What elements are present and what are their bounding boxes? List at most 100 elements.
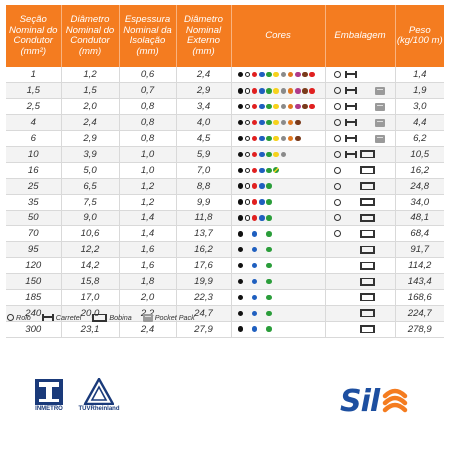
cell-diametro-condutor: 2,4 bbox=[61, 114, 120, 132]
cell-secao: 95 bbox=[6, 241, 62, 259]
cell-diametro-condutor: 5,0 bbox=[61, 162, 120, 179]
header-embalagem: Embalagem bbox=[325, 5, 396, 67]
cell-embalagem bbox=[325, 130, 396, 147]
cell-diametro-condutor: 7,5 bbox=[61, 194, 120, 211]
color-dot bbox=[259, 135, 265, 142]
cell-peso: 278,9 bbox=[395, 321, 444, 338]
color-dot bbox=[237, 310, 243, 317]
color-dot bbox=[266, 294, 272, 301]
color-dot-white bbox=[244, 135, 251, 142]
cell-diametro-condutor: 2,0 bbox=[61, 98, 120, 116]
pocket-pack-icon bbox=[374, 118, 385, 127]
cell-embalagem bbox=[325, 257, 396, 275]
color-dot bbox=[273, 119, 279, 126]
bobina-icon bbox=[359, 213, 375, 222]
cell-peso: 114,2 bbox=[395, 257, 444, 275]
rolo-icon bbox=[333, 166, 341, 174]
cell-cores bbox=[231, 241, 326, 259]
carretel-icon bbox=[344, 134, 357, 142]
header-espessura: Espessura Nominal da Isolação (mm) bbox=[119, 5, 177, 67]
color-dot bbox=[237, 199, 243, 205]
cell-diametro-condutor: 20,0 bbox=[61, 305, 120, 322]
cell-cores bbox=[231, 289, 326, 306]
header-peso: Peso (kg/100 m) bbox=[395, 5, 444, 67]
cell-espessura: 0,6 bbox=[119, 67, 177, 84]
cell-diametro-externo: 8,8 bbox=[176, 178, 232, 195]
rolo-icon bbox=[333, 182, 341, 190]
cell-embalagem bbox=[325, 162, 396, 179]
cell-diametro-condutor: 2,9 bbox=[61, 130, 120, 147]
sil-brand-logo: Sil bbox=[340, 384, 411, 419]
color-dot bbox=[295, 71, 301, 78]
inmetro-logo: INMETRO bbox=[30, 379, 68, 412]
pocket-pack-icon bbox=[374, 134, 385, 143]
cell-diametro-externo: 5,9 bbox=[176, 146, 232, 163]
color-dot bbox=[266, 246, 272, 253]
color-dot bbox=[237, 167, 243, 173]
color-dot bbox=[251, 183, 258, 189]
color-dot bbox=[266, 135, 272, 142]
cell-secao: 185 bbox=[6, 289, 62, 306]
table-row: 95 12,2 1,6 16,2 91,7 bbox=[6, 241, 444, 259]
color-dot-white bbox=[244, 88, 251, 94]
color-dot bbox=[259, 119, 265, 126]
header-secao: Seção Nominal do Condutor (mm²) bbox=[6, 5, 62, 67]
color-dot bbox=[251, 88, 258, 94]
rolo-icon bbox=[333, 103, 341, 111]
cell-secao: 4 bbox=[6, 114, 62, 132]
color-dot bbox=[273, 135, 279, 142]
color-dot bbox=[266, 103, 272, 110]
cell-embalagem bbox=[325, 305, 396, 322]
rolo-icon bbox=[333, 150, 341, 158]
color-dot bbox=[266, 183, 272, 189]
color-dot bbox=[266, 215, 272, 221]
cell-espessura: 1,0 bbox=[119, 146, 177, 163]
cell-secao: 25 bbox=[6, 178, 62, 195]
cell-diametro-externo: 16,2 bbox=[176, 241, 232, 259]
color-dot bbox=[266, 88, 272, 94]
color-dot bbox=[266, 310, 272, 317]
color-dot bbox=[309, 88, 315, 94]
cell-diametro-externo: 27,9 bbox=[176, 321, 232, 338]
bobina-icon bbox=[359, 277, 375, 286]
table-row: 150 15,8 1,8 19,9 143,4 bbox=[6, 273, 444, 290]
cell-diametro-externo: 4,5 bbox=[176, 130, 232, 147]
color-dot bbox=[287, 88, 294, 94]
carretel-icon bbox=[344, 150, 357, 158]
cell-embalagem bbox=[325, 194, 396, 211]
bobina-icon bbox=[359, 182, 375, 191]
color-dot bbox=[251, 167, 258, 173]
color-dot bbox=[251, 103, 258, 110]
rolo-icon bbox=[333, 134, 341, 142]
color-dot bbox=[266, 71, 272, 78]
cell-cores bbox=[231, 67, 326, 84]
table-row: 70 10,6 1,4 13,7 68,4 bbox=[6, 225, 444, 243]
cell-espessura: 1,2 bbox=[119, 194, 177, 211]
color-dot bbox=[259, 151, 265, 158]
cell-cores bbox=[231, 98, 326, 116]
color-dot bbox=[237, 246, 243, 253]
cell-embalagem bbox=[325, 241, 396, 259]
cell-secao: 35 bbox=[6, 194, 62, 211]
cell-peso: 4,4 bbox=[395, 114, 444, 132]
table-header-row: Seção Nominal do Condutor (mm²) Diâmetro… bbox=[6, 5, 444, 67]
bobina-icon bbox=[359, 166, 375, 175]
color-dot bbox=[266, 326, 272, 332]
carretel-icon bbox=[344, 87, 357, 95]
table-row: 35 7,5 1,2 9,9 34,0 bbox=[6, 194, 444, 211]
rolo-icon bbox=[333, 198, 341, 206]
pocket-pack-icon bbox=[142, 313, 153, 322]
header-diametro-condutor: Diâmetro Nominal do Condutor (mm) bbox=[61, 5, 120, 67]
cell-cores bbox=[231, 273, 326, 290]
color-dot bbox=[259, 199, 265, 205]
cell-espessura: 1,6 bbox=[119, 241, 177, 259]
cell-cores bbox=[231, 178, 326, 195]
cell-peso: 143,4 bbox=[395, 273, 444, 290]
color-dot bbox=[259, 215, 265, 221]
color-dot bbox=[251, 262, 258, 269]
color-dot bbox=[287, 135, 294, 142]
rolo-icon bbox=[7, 314, 14, 321]
bobina-icon bbox=[359, 229, 375, 238]
color-dot bbox=[309, 103, 315, 110]
cell-secao: 16 bbox=[6, 162, 62, 179]
